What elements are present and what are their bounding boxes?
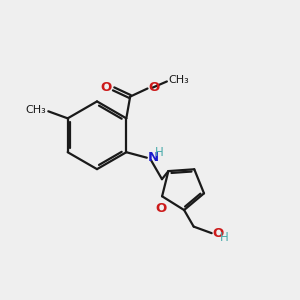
Text: N: N bbox=[148, 151, 159, 164]
Text: H: H bbox=[155, 146, 164, 159]
Text: CH₃: CH₃ bbox=[168, 75, 189, 85]
Text: O: O bbox=[100, 81, 112, 94]
Text: H: H bbox=[220, 231, 229, 244]
Text: O: O bbox=[149, 81, 160, 94]
Text: O: O bbox=[213, 227, 224, 240]
Text: CH₃: CH₃ bbox=[25, 105, 46, 115]
Text: O: O bbox=[155, 202, 166, 214]
